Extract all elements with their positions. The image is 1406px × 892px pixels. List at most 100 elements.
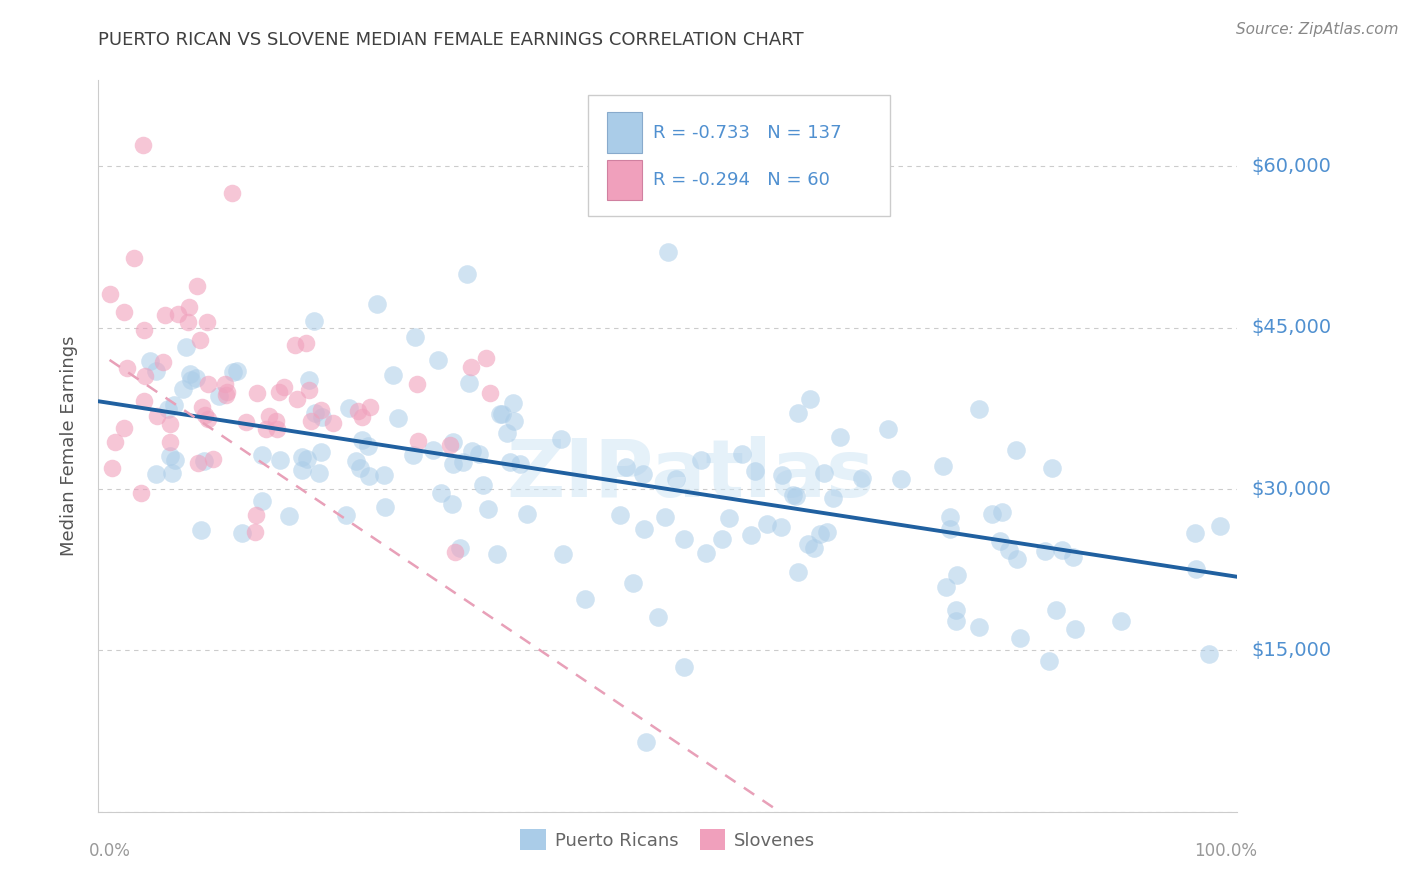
- Point: [112, 305, 135, 319]
- Point: [815, 525, 838, 540]
- Point: [479, 385, 502, 400]
- Point: [988, 534, 1011, 549]
- Point: [1040, 461, 1063, 475]
- Point: [967, 620, 990, 634]
- Point: [243, 524, 266, 539]
- Point: [633, 522, 655, 536]
- Point: [509, 457, 531, 471]
- Point: [1064, 622, 1087, 636]
- Point: [273, 380, 295, 394]
- Point: [124, 251, 146, 265]
- FancyBboxPatch shape: [588, 95, 890, 216]
- Point: [967, 401, 990, 416]
- Point: [429, 486, 451, 500]
- Point: [221, 186, 243, 201]
- Point: [515, 507, 537, 521]
- Point: [456, 267, 478, 281]
- Point: [165, 453, 187, 467]
- Point: [740, 528, 762, 542]
- Point: [422, 442, 444, 457]
- Point: [159, 449, 181, 463]
- Point: [1062, 550, 1084, 565]
- Point: [449, 541, 471, 555]
- Point: [186, 371, 208, 385]
- Point: [787, 565, 810, 579]
- Point: [134, 368, 156, 383]
- Point: [616, 459, 638, 474]
- Point: [167, 307, 190, 321]
- Point: [444, 545, 467, 559]
- Point: [654, 510, 676, 524]
- Point: [132, 137, 155, 152]
- Point: [117, 361, 139, 376]
- Point: [186, 278, 208, 293]
- Point: [440, 497, 463, 511]
- Point: [246, 386, 269, 401]
- Point: [468, 447, 491, 461]
- Point: [813, 467, 835, 481]
- Point: [112, 421, 135, 435]
- Point: [769, 519, 792, 533]
- Point: [215, 385, 238, 400]
- Y-axis label: Median Female Earnings: Median Female Earnings: [59, 335, 77, 557]
- Point: [373, 468, 395, 483]
- Point: [477, 502, 499, 516]
- Point: [352, 433, 374, 447]
- Point: [730, 447, 752, 461]
- Point: [235, 415, 257, 429]
- Text: R = -0.733   N = 137: R = -0.733 N = 137: [652, 124, 842, 142]
- Point: [152, 354, 174, 368]
- FancyBboxPatch shape: [607, 112, 641, 153]
- Point: [347, 403, 370, 417]
- Point: [145, 364, 167, 378]
- Point: [322, 416, 344, 430]
- Point: [621, 576, 644, 591]
- Point: [179, 301, 201, 315]
- Point: [156, 401, 179, 416]
- Point: [1184, 561, 1206, 575]
- Point: [374, 500, 396, 515]
- Point: [134, 323, 156, 337]
- Point: [162, 467, 184, 481]
- Point: [202, 451, 225, 466]
- Point: [100, 460, 122, 475]
- Point: [352, 410, 374, 425]
- Point: [1010, 632, 1032, 646]
- Point: [1209, 518, 1232, 533]
- Point: [489, 407, 512, 421]
- Text: $45,000: $45,000: [1251, 318, 1331, 337]
- Point: [460, 443, 482, 458]
- Point: [710, 533, 733, 547]
- Point: [665, 472, 688, 486]
- Text: PUERTO RICAN VS SLOVENE MEDIAN FEMALE EARNINGS CORRELATION CHART: PUERTO RICAN VS SLOVENE MEDIAN FEMALE EA…: [98, 31, 804, 49]
- Point: [441, 434, 464, 449]
- Point: [890, 472, 912, 486]
- Point: [299, 414, 322, 428]
- Point: [647, 609, 669, 624]
- Point: [823, 491, 845, 505]
- Point: [673, 532, 696, 546]
- Point: [1045, 603, 1067, 617]
- Point: [145, 409, 167, 423]
- Legend: Puerto Ricans, Slovenes: Puerto Ricans, Slovenes: [513, 822, 823, 857]
- Point: [357, 439, 380, 453]
- Text: 100.0%: 100.0%: [1195, 842, 1257, 860]
- Point: [174, 340, 197, 354]
- Point: [309, 403, 332, 417]
- Point: [553, 547, 575, 561]
- Point: [991, 505, 1014, 519]
- Point: [491, 407, 513, 421]
- FancyBboxPatch shape: [607, 160, 641, 201]
- Point: [405, 377, 427, 392]
- Point: [214, 376, 236, 391]
- Point: [346, 454, 368, 468]
- Point: [134, 394, 156, 409]
- Point: [387, 410, 409, 425]
- Point: [830, 430, 852, 444]
- Point: [1198, 647, 1220, 661]
- Point: [797, 537, 820, 551]
- Point: [695, 546, 717, 560]
- Point: [1005, 552, 1028, 566]
- Point: [298, 384, 321, 398]
- Point: [311, 409, 333, 424]
